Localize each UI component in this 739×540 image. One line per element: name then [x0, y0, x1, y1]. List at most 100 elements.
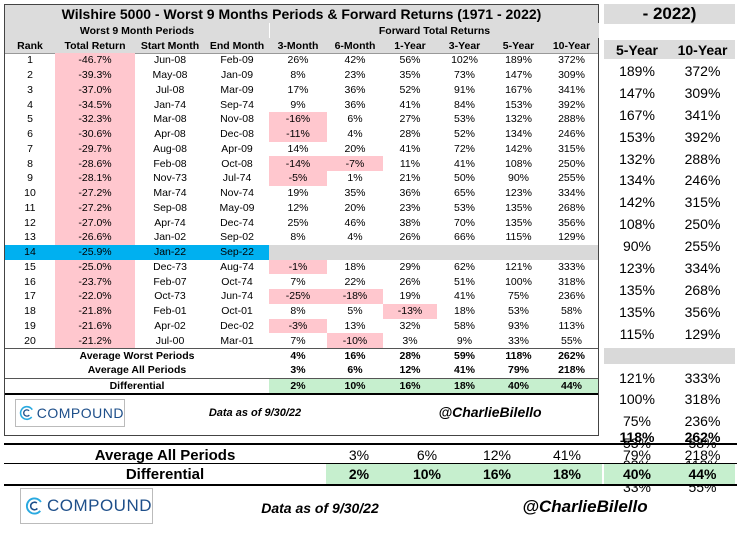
cell-y3: 41%: [437, 289, 492, 304]
cell-m6-text: 46%: [344, 216, 366, 229]
back-differential-value: 40%: [604, 464, 670, 484]
cell-rank-text: 13: [24, 231, 36, 244]
back-cell-10year: 341%: [670, 104, 735, 126]
cell-end-text: Nov-74: [220, 187, 254, 200]
cell-y5-text: 123%: [505, 187, 532, 200]
back-handle: @CharlieBilello: [470, 496, 700, 518]
cell-m3-text: 17%: [287, 83, 309, 96]
back-cell-5year: 90%: [604, 235, 670, 257]
cell-m6: 23%: [327, 68, 383, 83]
cell-y10-text: 113%: [558, 319, 585, 332]
back-data-as-of-text: Data as of 9/30/22: [261, 500, 379, 516]
cell-y5: 33%: [492, 333, 545, 348]
cell-y5: 108%: [492, 156, 545, 171]
back-data-as-of: Data as of 9/30/22: [230, 498, 410, 518]
cell-m6-text: 22%: [344, 275, 366, 288]
cell-total: -23.7%: [55, 274, 135, 289]
cell-rank-text: 7: [27, 142, 33, 155]
chart-title: Wilshire 5000 - Worst 9 Months Periods &…: [5, 5, 598, 23]
back-cell-10year: 288%: [670, 148, 735, 170]
cell-start: Aug-08: [135, 142, 205, 157]
cell-y1: 19%: [383, 289, 437, 304]
cell-m3: 9%: [269, 97, 327, 112]
cell-total: -25.9%: [55, 245, 135, 260]
summary-value: 79%: [492, 363, 545, 377]
cell-y1-text: 11%: [399, 157, 421, 170]
back-avg-worst-5y: 118%: [604, 427, 670, 446]
cell-y3: 66%: [437, 230, 492, 245]
cell-total: -27.0%: [55, 215, 135, 230]
cell-total-text: -32.3%: [78, 113, 112, 126]
handle-text: @CharlieBilello: [438, 403, 542, 420]
cell-rank: 15: [5, 260, 55, 275]
cell-total: -21.2%: [55, 333, 135, 348]
column-header: 3-Month: [269, 38, 327, 53]
summary-value: 18%: [437, 378, 492, 393]
cell-m6: 22%: [327, 274, 383, 289]
summary-value: 6%: [327, 363, 383, 377]
summary-value: 41%: [437, 363, 492, 377]
cell-m3: -3%: [269, 318, 327, 334]
cell-start-text: Jun-08: [153, 54, 187, 67]
cell-m6: -7%: [327, 156, 383, 171]
cell-start: Apr-02: [135, 319, 205, 334]
cell-y3-text: 102%: [451, 54, 478, 67]
column-header-text: 3-Year: [448, 39, 481, 52]
cell-y10-text: 268%: [558, 201, 585, 214]
back-cell-10year-text: 246%: [684, 172, 721, 189]
cell-m3-text: -25%: [285, 290, 311, 303]
back-cell-10year: 372%: [670, 60, 735, 82]
cell-m6: 5%: [327, 304, 383, 319]
cell-m6: -10%: [327, 333, 383, 348]
back-cell-10year-text: 250%: [684, 216, 721, 233]
cell-rank: 8: [5, 156, 55, 171]
summary-value: 28%: [383, 349, 437, 363]
summary-value-text: 16%: [399, 379, 421, 392]
back-table-row: 135% 356%: [604, 301, 735, 323]
compound-c-icon: [25, 497, 43, 515]
cell-y1: 21%: [383, 171, 437, 186]
back-cell-5year-text: 123%: [619, 260, 655, 277]
table-row: 16 -23.7% Feb-07 Oct-74 7% 22% 26% 51% 100% 318%: [5, 274, 598, 289]
cell-total: -26.6%: [55, 230, 135, 245]
cell-start-text: May-08: [152, 69, 188, 82]
back-differential-value: 2%: [326, 464, 392, 484]
cell-start: Feb-08: [135, 156, 205, 171]
group-header-forward-text: Forward Total Returns: [378, 24, 491, 37]
cell-m6-text: -18%: [342, 290, 368, 303]
cell-y5: 153%: [492, 97, 545, 112]
cell-total-text: -25.0%: [78, 260, 112, 273]
table-row: 8 -28.6% Feb-08 Oct-08 -14% -7% 11% 41% 108% 250%: [5, 156, 598, 171]
cell-y5-text: 142%: [505, 142, 532, 155]
back-differential-value: 18%: [532, 464, 602, 484]
cell-rank: 3: [5, 83, 55, 98]
back-cell-10year-text: 129%: [684, 325, 721, 342]
back-cell-10year-text: 341%: [684, 106, 721, 123]
summary-row: Average Worst Periods 4% 16% 28% 59% 118% 262%: [5, 349, 598, 363]
back-cell-5year: 153%: [604, 126, 670, 148]
back-average-all-label-text: Average All Periods: [94, 446, 236, 464]
cell-total: -21.8%: [55, 303, 135, 319]
column-header: End Month: [205, 38, 269, 53]
cell-y3: 41%: [437, 156, 492, 171]
cell-start-text: Apr-74: [154, 216, 186, 229]
back-cell-5year-text: 115%: [619, 325, 655, 342]
table-row: 2 -39.3% May-08 Jan-09 8% 23% 35% 73% 147% 309%: [5, 67, 598, 83]
back-differential-value-text: 2%: [348, 466, 370, 482]
cell-total-text: -27.2%: [78, 187, 112, 200]
cell-y1-text: 26%: [399, 231, 421, 244]
column-header-text: 5-Year: [502, 39, 535, 52]
cell-m6-text: 36%: [344, 98, 366, 111]
back-cell-5year: 134%: [604, 170, 670, 192]
back-table-row: 115% 129%: [604, 323, 735, 345]
cell-y5-text: 121%: [505, 260, 532, 273]
cell-total: -30.6%: [55, 126, 135, 142]
cell-start-text: Oct-73: [154, 290, 186, 303]
back-cell-5year-text: 132%: [619, 150, 655, 167]
back-header-10year: 10-Year: [677, 41, 728, 58]
cell-y3-text: 51%: [453, 275, 475, 288]
back-cell-5year-text: 121%: [619, 369, 655, 386]
cell-y5: 147%: [492, 68, 545, 83]
cell-y5: 93%: [492, 319, 545, 334]
